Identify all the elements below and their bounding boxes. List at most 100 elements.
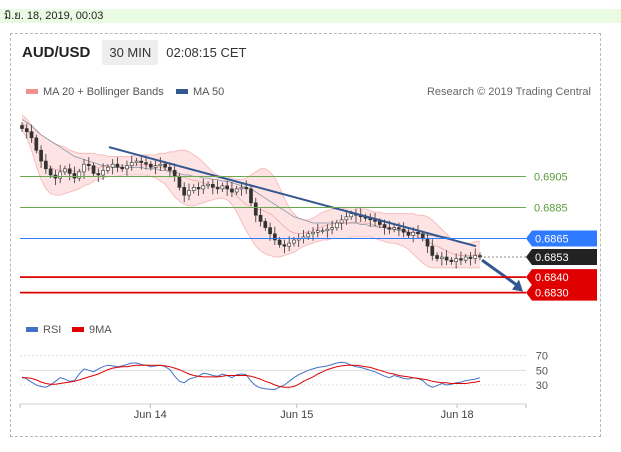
candle (220, 182, 225, 193)
candle-body (468, 256, 473, 259)
candle-body (24, 128, 29, 132)
candle (468, 251, 473, 266)
candle (430, 239, 435, 261)
candle (444, 250, 449, 266)
candle (234, 185, 239, 196)
candle-body (120, 166, 125, 170)
candle-body (439, 256, 444, 259)
candle-body (72, 173, 77, 179)
candle-body (411, 231, 416, 236)
candle-body (206, 183, 210, 187)
bollinger-upper (21, 114, 480, 244)
candle-body (177, 176, 182, 188)
candle-body (129, 162, 134, 167)
candle (20, 122, 24, 132)
candle-body (277, 239, 282, 245)
candle (201, 178, 206, 194)
candle-body (392, 227, 396, 230)
candle-body (77, 171, 82, 179)
candle-body (473, 255, 478, 259)
candle-body (63, 168, 67, 173)
candle-body (44, 160, 48, 170)
candle-body (397, 227, 401, 230)
candle (258, 208, 263, 227)
candle (96, 168, 101, 182)
candle-body (29, 131, 34, 139)
candle-body (225, 185, 229, 190)
candle-body (287, 242, 292, 247)
candle (268, 222, 272, 241)
candle-body (220, 185, 225, 190)
clock-label: 02:08:15 CET (166, 44, 247, 60)
candle-body (401, 228, 406, 233)
candle-body (459, 258, 463, 261)
credit-text: Research © 2019 Trading Central (427, 86, 591, 98)
candle-body (263, 221, 268, 228)
candle (125, 160, 129, 176)
candle-body (454, 258, 458, 262)
rsi-plot: 70 50 30 (20, 351, 548, 392)
candle-body (20, 125, 24, 129)
level-tag (526, 249, 597, 266)
candle (67, 163, 72, 181)
candle (406, 229, 411, 239)
candle (48, 165, 53, 179)
candle (106, 164, 110, 174)
price-plot (20, 114, 523, 292)
level-tag (526, 230, 597, 247)
candle-body (339, 219, 344, 224)
x-tick-label: Jun 15 (280, 409, 313, 421)
candle-body (106, 166, 110, 171)
candle-body (444, 256, 449, 261)
level-label: 0.6865 (535, 233, 569, 245)
candle (282, 239, 287, 254)
legend-swatch-9ma (72, 327, 84, 332)
candle (120, 164, 125, 172)
candle (24, 123, 29, 139)
timeframe-button[interactable]: 30 MIN (102, 39, 159, 65)
candle-body (163, 163, 167, 168)
candle-body (158, 163, 163, 167)
candle (330, 220, 334, 235)
candle (101, 163, 105, 181)
candle (344, 209, 349, 225)
level-label: 0.6830 (535, 288, 569, 300)
level-lines: 0.6905 0.6885 0.6865 0.6853 0.6840 0.6830 (20, 172, 597, 301)
candle (244, 180, 249, 194)
candle (230, 181, 234, 198)
candle (39, 145, 43, 169)
rsi-legend: RSI 9MA (26, 324, 112, 336)
candle (210, 179, 215, 195)
candle-body (168, 166, 172, 171)
candle-body (244, 187, 249, 190)
candle-body (425, 238, 430, 247)
candle (134, 157, 139, 166)
candle-body (86, 163, 91, 167)
level-label: 0.6905 (534, 172, 568, 184)
candle (168, 162, 172, 178)
x-tick-label: Jun 18 (441, 409, 474, 421)
candle-body (153, 165, 158, 168)
forecast-arrow-head (512, 279, 523, 292)
candle-body (463, 256, 468, 261)
level-label: 0.6853 (535, 252, 569, 264)
candle-body (67, 168, 72, 174)
date-bar: มิ.ย. 18, 2019, 00:03 (0, 9, 621, 23)
candle-body (344, 216, 349, 221)
candle-body (377, 221, 382, 225)
rsi-tick-label: 30 (536, 380, 548, 392)
candle (148, 161, 153, 171)
legend-label-bollinger: MA 20 + Bollinger Bands (43, 86, 164, 98)
candle-body (134, 160, 139, 163)
candle (91, 162, 96, 177)
rsi-tick-label: 70 (536, 351, 548, 363)
candle-body (196, 187, 201, 190)
candle (273, 226, 277, 246)
rsi-line (21, 361, 481, 390)
candle (72, 166, 77, 184)
candle (392, 224, 396, 233)
candle-body (115, 163, 120, 168)
candle-body (91, 165, 96, 174)
candle-body (430, 245, 435, 256)
candle (435, 252, 439, 262)
